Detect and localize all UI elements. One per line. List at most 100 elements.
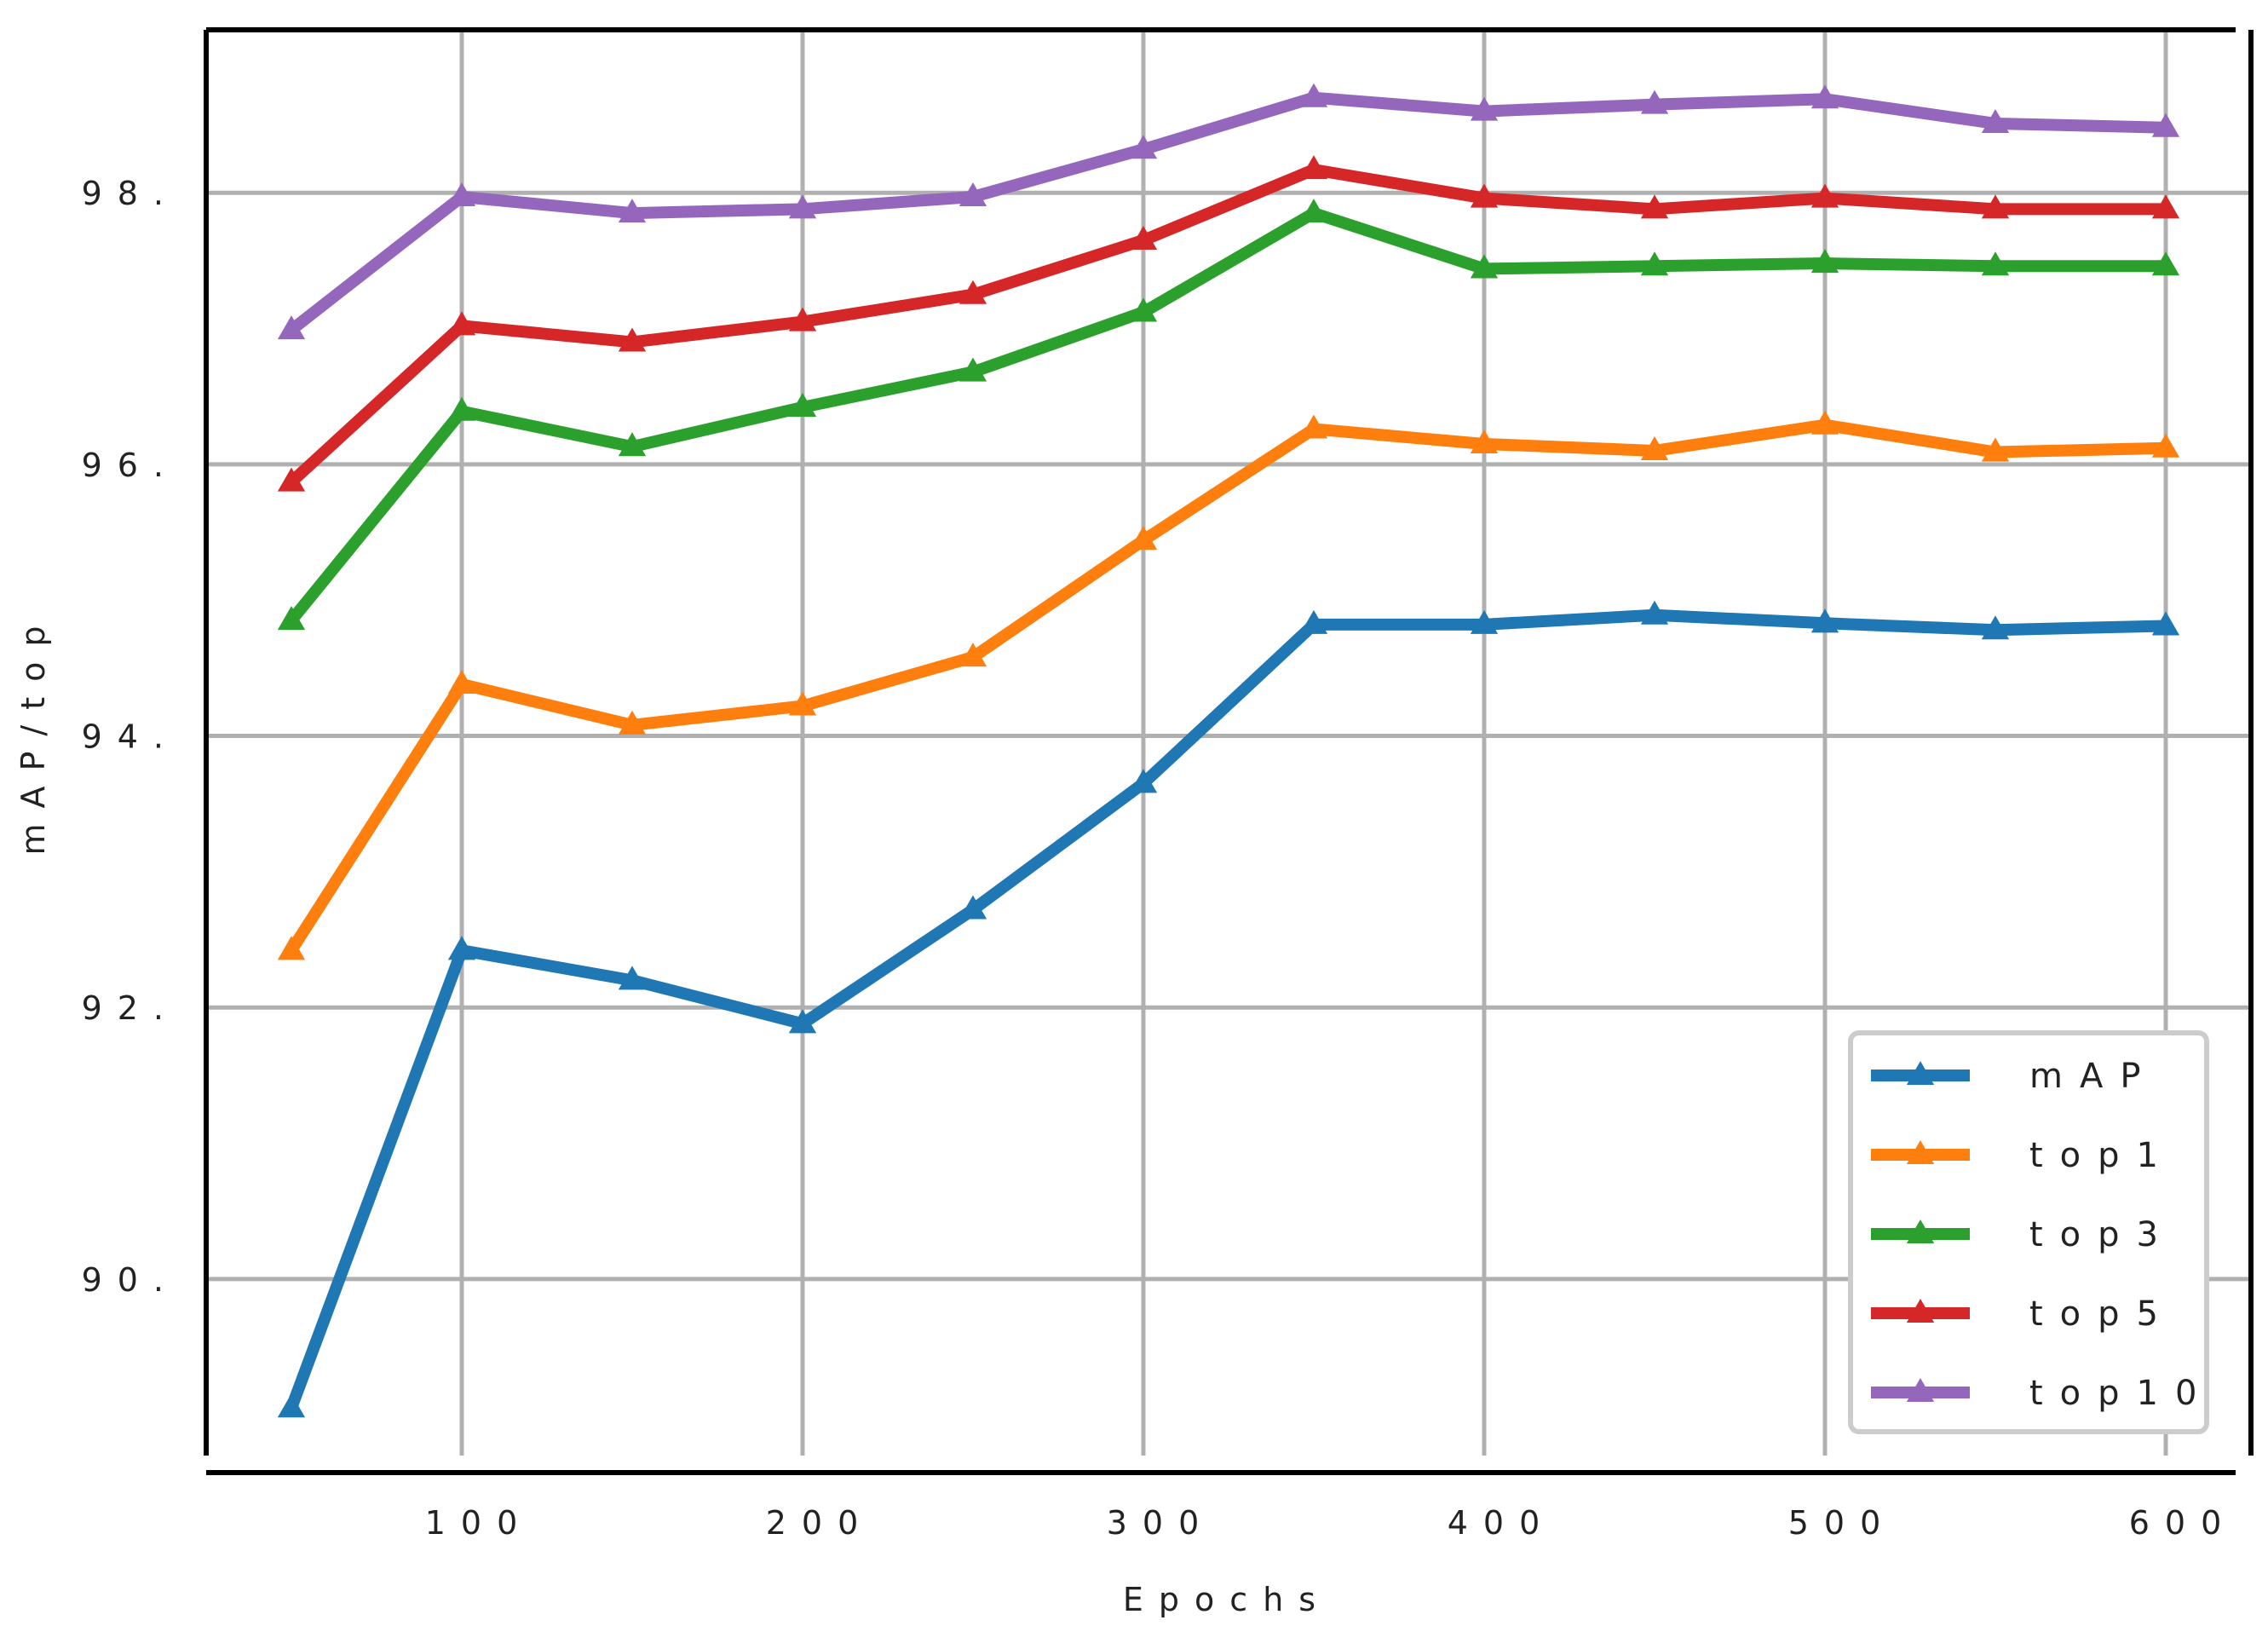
- data-point-marker: [1299, 155, 1328, 180]
- data-point-marker: [958, 280, 987, 304]
- data-point-marker: [788, 194, 817, 219]
- data-point-marker: [1640, 194, 1669, 219]
- data-point-marker: [1810, 183, 1839, 208]
- data-point-marker: [788, 1009, 817, 1034]
- data-point-marker: [2151, 112, 2180, 137]
- series-line-map: [285, 608, 2172, 1415]
- series-top10: [277, 83, 2180, 340]
- data-point-marker: [958, 643, 987, 667]
- legend-marker: [1906, 1140, 1935, 1165]
- data-point-marker: [277, 606, 306, 631]
- data-point-marker: [958, 182, 987, 207]
- data-point-marker: [1810, 410, 1839, 435]
- data-point-marker: [788, 392, 817, 417]
- data-point-marker: [277, 315, 306, 340]
- data-point-marker: [2151, 194, 2180, 219]
- data-point-marker: [958, 895, 987, 920]
- series-layer: [277, 83, 2180, 1418]
- data-point-marker: [1299, 609, 1328, 634]
- y-axis-label: mAP/top: [14, 611, 52, 856]
- data-point-marker: [788, 307, 817, 332]
- data-point-marker: [2151, 611, 2180, 636]
- data-point-marker: [618, 199, 647, 223]
- data-point-marker: [447, 936, 476, 960]
- legend-entry-top10: top10: [1871, 1374, 2213, 1413]
- data-point-marker: [1810, 249, 1839, 274]
- series-map: [277, 600, 2180, 1418]
- series-line-top10: [285, 91, 2172, 337]
- series-line-top1: [285, 418, 2172, 957]
- legend-entry-top5: top5: [1871, 1294, 2175, 1334]
- y-tick-label: 94.: [82, 718, 179, 756]
- data-point-marker: [1810, 608, 1839, 633]
- legend-label: top3: [2029, 1215, 2175, 1254]
- data-point-marker: [447, 396, 476, 421]
- data-point-marker: [277, 467, 306, 492]
- x-tick-label: 600: [2129, 1504, 2237, 1542]
- data-point-marker: [1981, 108, 2010, 133]
- data-point-marker: [1299, 83, 1328, 107]
- data-point-marker: [2151, 433, 2180, 458]
- data-point-marker: [1470, 429, 1499, 454]
- legend-marker: [1906, 1299, 1935, 1323]
- data-point-marker: [1981, 437, 2010, 462]
- data-point-marker: [618, 432, 647, 457]
- legend-label: top5: [2029, 1294, 2175, 1334]
- data-point-marker: [1981, 194, 2010, 219]
- y-tick-label: 90.: [82, 1261, 179, 1299]
- series-top1: [277, 410, 2180, 960]
- data-point-marker: [618, 966, 647, 990]
- x-tick-label: 400: [1448, 1504, 1556, 1542]
- x-axis-label: Epochs: [1123, 1581, 1331, 1618]
- legend-marker: [1906, 1219, 1935, 1244]
- data-point-marker: [1299, 414, 1328, 439]
- legend-entry-map: mAP: [1871, 1057, 2157, 1096]
- legend-label: top10: [2029, 1374, 2213, 1413]
- legend-entry-top3: top3: [1871, 1215, 2175, 1254]
- legend-entry-top1: top1: [1871, 1136, 2175, 1175]
- data-point-marker: [1129, 135, 1158, 159]
- axes-layer: [204, 27, 2254, 1475]
- legend-box: [1848, 1030, 2209, 1434]
- data-point-marker: [1640, 251, 1669, 276]
- data-point-marker: [1299, 199, 1328, 223]
- x-tick-label: 200: [766, 1504, 874, 1542]
- data-point-marker: [618, 327, 647, 352]
- x-tick-label: 300: [1107, 1504, 1215, 1542]
- data-point-marker: [618, 710, 647, 735]
- data-point-marker: [1470, 609, 1499, 634]
- series-top5: [277, 155, 2180, 492]
- data-point-marker: [1640, 89, 1669, 114]
- data-point-marker: [1981, 251, 2010, 276]
- data-point-marker: [1129, 526, 1158, 551]
- legend-label: top1: [2029, 1136, 2175, 1175]
- y-tick-label: 92.: [82, 989, 179, 1027]
- data-point-marker: [1129, 225, 1158, 251]
- data-point-marker: [277, 936, 306, 960]
- data-point-marker: [1470, 254, 1499, 279]
- data-point-marker: [1640, 600, 1669, 625]
- data-point-marker: [1470, 183, 1499, 208]
- legend-label: mAP: [2029, 1057, 2157, 1096]
- data-point-marker: [958, 357, 987, 382]
- ticks-layer: 100 200 300 400 500 600 90. 92. 94. 96. 98.: [82, 175, 2237, 1542]
- data-point-marker: [447, 669, 476, 695]
- series-line-top5: [285, 164, 2172, 488]
- data-point-marker: [1470, 96, 1499, 121]
- legend-entries: mAP top1 top3 top5 top10: [1871, 1057, 2213, 1413]
- data-point-marker: [788, 691, 817, 716]
- data-point-marker: [447, 311, 476, 336]
- x-tick-label: 500: [1788, 1504, 1897, 1542]
- data-point-marker: [277, 1393, 306, 1418]
- data-point-marker: [447, 182, 476, 207]
- legend: mAP top1 top3 top5 top10: [1848, 1030, 2213, 1434]
- legend-marker: [1906, 1061, 1935, 1086]
- data-point-marker: [1129, 769, 1158, 793]
- series-top3: [277, 199, 2180, 631]
- data-point-marker: [1129, 297, 1158, 322]
- series-line-top3: [285, 207, 2172, 627]
- y-tick-label: 98.: [82, 175, 179, 212]
- data-point-marker: [2151, 251, 2180, 276]
